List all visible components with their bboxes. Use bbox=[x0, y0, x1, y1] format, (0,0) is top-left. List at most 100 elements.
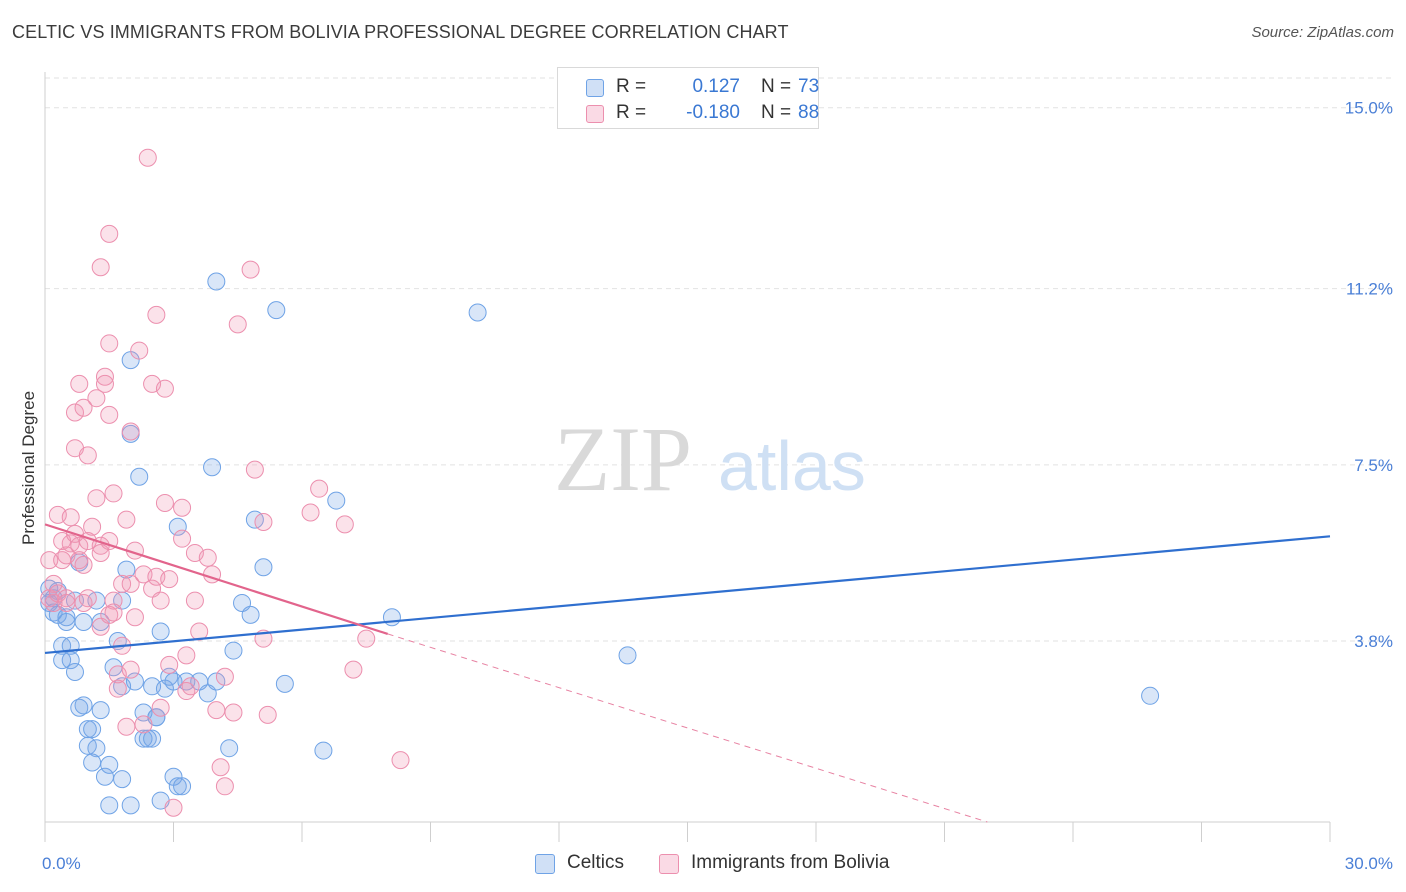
point-bolivia bbox=[173, 498, 192, 517]
point-celtics bbox=[1141, 686, 1160, 705]
legend-r-value: -0.180 bbox=[686, 102, 740, 123]
point-bolivia bbox=[57, 593, 76, 612]
y-tick-label: 11.2% bbox=[1346, 280, 1393, 299]
legend-swatch-celtics bbox=[586, 79, 604, 97]
series-bolivia bbox=[40, 148, 410, 817]
point-bolivia bbox=[121, 422, 140, 441]
point-bolivia bbox=[344, 660, 363, 679]
point-bolivia bbox=[241, 260, 260, 279]
point-celtics bbox=[117, 560, 136, 579]
legend-r-value: 0.127 bbox=[692, 76, 740, 97]
point-bolivia bbox=[301, 503, 320, 522]
point-celtics bbox=[83, 720, 102, 739]
point-bolivia bbox=[224, 703, 243, 722]
point-bolivia bbox=[100, 334, 119, 353]
point-bolivia bbox=[391, 751, 410, 770]
point-celtics bbox=[143, 729, 162, 748]
point-bolivia bbox=[357, 629, 376, 648]
legend-n-label: N = bbox=[761, 76, 792, 97]
point-bolivia bbox=[70, 536, 89, 555]
point-bolivia bbox=[108, 679, 127, 698]
point-celtics bbox=[207, 272, 226, 291]
x-tick-label: 30.0% bbox=[1345, 854, 1393, 873]
point-celtics bbox=[100, 755, 119, 774]
point-bolivia bbox=[215, 777, 234, 796]
point-bolivia bbox=[134, 715, 153, 734]
point-celtics bbox=[382, 608, 401, 627]
legend-n-value: 88 bbox=[798, 102, 820, 123]
point-bolivia bbox=[117, 510, 136, 529]
point-bolivia bbox=[138, 148, 157, 167]
point-celtics bbox=[87, 739, 106, 758]
stats-legend: R = 0.127 N = 73 R = -0.180 N = 88 bbox=[557, 67, 819, 129]
legend-swatch-bolivia bbox=[659, 854, 679, 874]
point-bolivia bbox=[65, 403, 84, 422]
point-celtics bbox=[203, 458, 222, 477]
point-bolivia bbox=[95, 374, 114, 393]
legend-n-label: N = bbox=[761, 102, 792, 123]
point-celtics bbox=[168, 517, 187, 536]
point-celtics bbox=[65, 663, 84, 681]
point-bolivia bbox=[258, 705, 277, 724]
point-bolivia bbox=[228, 315, 247, 334]
point-bolivia bbox=[61, 508, 80, 527]
point-bolivia bbox=[121, 574, 140, 593]
point-bolivia bbox=[151, 591, 170, 610]
point-bolivia bbox=[74, 398, 93, 417]
point-celtics bbox=[267, 301, 286, 320]
point-celtics bbox=[74, 613, 93, 631]
point-bolivia bbox=[87, 489, 106, 508]
point-bolivia bbox=[44, 574, 63, 593]
point-celtics bbox=[138, 729, 157, 748]
point-celtics bbox=[164, 672, 183, 691]
watermark-zip: ZIP bbox=[554, 408, 692, 510]
point-celtics bbox=[100, 796, 119, 815]
point-bolivia bbox=[78, 589, 97, 608]
point-bolivia bbox=[78, 446, 97, 465]
point-celtics bbox=[327, 491, 346, 510]
axes bbox=[44, 72, 1331, 842]
point-celtics bbox=[173, 777, 192, 796]
point-bolivia bbox=[310, 479, 329, 498]
point-bolivia bbox=[100, 405, 119, 424]
point-celtics bbox=[224, 641, 243, 660]
point-bolivia bbox=[83, 517, 102, 536]
gridlines bbox=[45, 77, 1392, 642]
legend-swatch-bolivia bbox=[586, 105, 604, 123]
point-bolivia bbox=[164, 798, 183, 817]
series-celtics bbox=[40, 272, 1160, 815]
point-celtics bbox=[151, 622, 170, 641]
trend-line-celtics bbox=[44, 535, 1331, 655]
y-tick-label: 7.5% bbox=[1354, 456, 1393, 475]
point-bolivia bbox=[155, 379, 174, 398]
watermark: ZIP atlas bbox=[554, 408, 866, 510]
point-bolivia bbox=[95, 367, 114, 386]
point-bolivia bbox=[155, 493, 174, 512]
legend-swatch-celtics bbox=[535, 854, 555, 874]
point-bolivia bbox=[104, 484, 123, 503]
point-bolivia bbox=[151, 698, 170, 717]
x-tick-label: 0.0% bbox=[42, 854, 81, 873]
point-bolivia bbox=[254, 513, 273, 531]
source-label: Source: ZipAtlas.com bbox=[1251, 24, 1394, 41]
point-bolivia bbox=[177, 646, 196, 665]
legend-label-bolivia: Immigrants from Bolivia bbox=[691, 852, 890, 873]
point-bolivia bbox=[160, 570, 179, 589]
point-celtics bbox=[130, 467, 149, 486]
point-bolivia bbox=[181, 677, 200, 696]
point-bolivia bbox=[87, 389, 106, 408]
legend-r-label: R = bbox=[616, 76, 647, 97]
point-celtics bbox=[113, 770, 132, 789]
y-tick-label: 15.0% bbox=[1345, 99, 1393, 118]
point-bolivia bbox=[173, 529, 192, 548]
chart-title: CELTIC VS IMMIGRANTS FROM BOLIVIA PROFES… bbox=[12, 22, 789, 42]
series-legend: Celtics Immigrants from Bolivia bbox=[0, 852, 1406, 878]
tick-labels: 3.8% 7.5% 11.2% 15.0% 0.0% 30.0% bbox=[42, 99, 1393, 873]
legend-r-label: R = bbox=[616, 102, 647, 123]
point-bolivia bbox=[147, 305, 166, 324]
point-celtics bbox=[275, 674, 294, 693]
point-bolivia bbox=[160, 655, 179, 674]
watermark-atlas: atlas bbox=[718, 427, 866, 505]
trend-lines bbox=[44, 523, 1331, 823]
